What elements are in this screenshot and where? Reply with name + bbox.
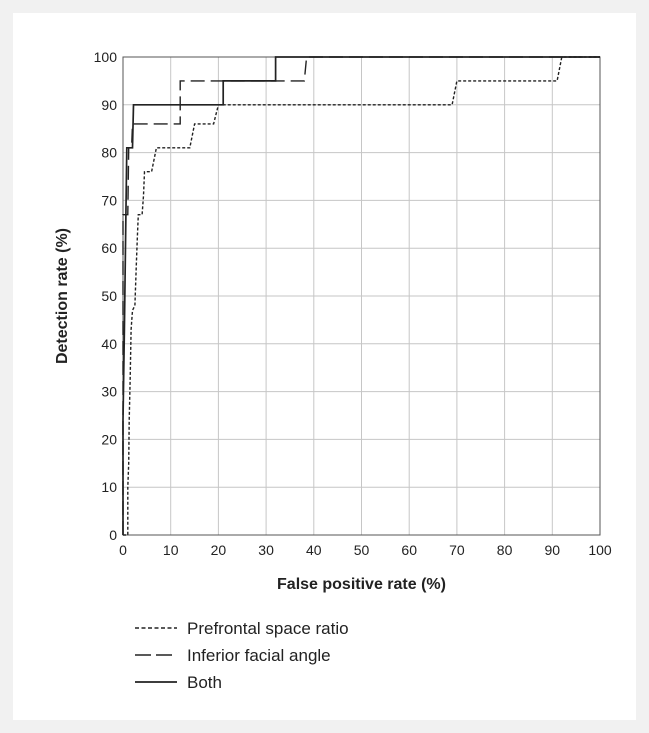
y-tick-label: 100 <box>94 49 118 65</box>
y-tick-label: 80 <box>101 145 117 161</box>
legend: Prefrontal space ratio Inferior facial an… <box>135 619 349 692</box>
roc-chart: 0 10 20 30 40 50 60 70 80 90 100 0 10 20 30 40 50 60 70 80… <box>54 49 612 692</box>
x-tick-label: 10 <box>163 542 179 558</box>
y-tick-label: 30 <box>101 384 117 400</box>
x-tick-label: 20 <box>211 542 227 558</box>
y-tick-label: 40 <box>101 336 117 352</box>
legend-label: Prefrontal space ratio <box>187 619 349 638</box>
x-tick-label: 50 <box>354 542 370 558</box>
grid-lines <box>122 56 601 536</box>
y-tick-labels: 0 10 20 30 40 50 60 70 80 90 100 <box>94 49 118 543</box>
x-axis-title: False positive rate (%) <box>277 576 446 593</box>
series-line-1 <box>123 56 600 536</box>
x-tick-label: 40 <box>306 542 322 558</box>
x-tick-label: 90 <box>545 542 561 558</box>
x-tick-label: 70 <box>449 542 465 558</box>
legend-label: Both <box>187 673 222 692</box>
series-line-3 <box>122 56 600 535</box>
x-tick-labels: 0 10 20 30 40 50 60 70 80 90 100 <box>119 542 612 558</box>
x-tick-label: 30 <box>258 542 274 558</box>
x-tick-label: 80 <box>497 542 513 558</box>
y-tick-label: 70 <box>101 192 117 208</box>
legend-label: Inferior facial angle <box>187 646 331 665</box>
figure-panel: 0 10 20 30 40 50 60 70 80 90 100 0 10 20 30 40 50 60 70 80… <box>13 13 636 720</box>
y-axis-title: Detection rate (%) <box>54 228 71 364</box>
y-tick-label: 90 <box>101 97 117 113</box>
x-tick-label: 60 <box>401 542 417 558</box>
x-tick-label: 0 <box>119 542 127 558</box>
y-tick-label: 20 <box>101 431 117 447</box>
y-tick-label: 50 <box>101 288 117 304</box>
y-tick-label: 0 <box>109 527 117 543</box>
y-tick-label: 60 <box>101 240 117 256</box>
series-lines <box>122 56 600 536</box>
y-tick-label: 10 <box>101 479 117 495</box>
x-tick-label: 100 <box>588 542 612 558</box>
